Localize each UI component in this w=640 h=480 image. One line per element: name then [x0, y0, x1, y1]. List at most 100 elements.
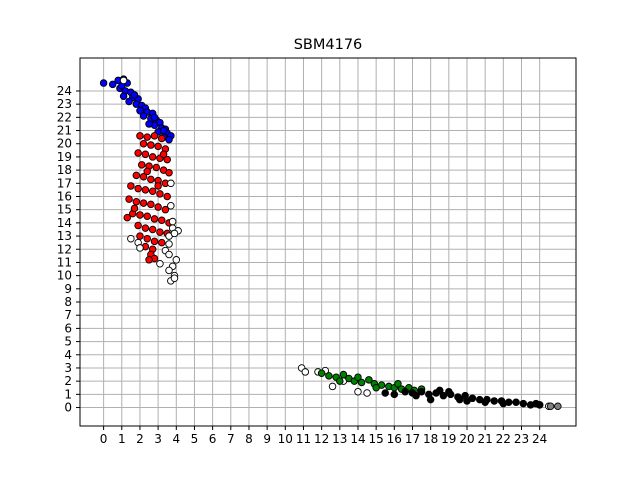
data-point: [150, 237, 159, 246]
data-point: [401, 387, 409, 396]
data-point: [119, 92, 128, 101]
data-point: [165, 250, 173, 259]
series-group: [546, 402, 562, 410]
y-tick-label: 18: [57, 163, 72, 177]
data-point: [512, 398, 520, 407]
data-point: [132, 198, 141, 206]
data-point: [354, 387, 362, 396]
data-point: [519, 399, 528, 408]
data-point: [159, 126, 168, 135]
y-tick-label: 19: [57, 150, 72, 164]
x-tick-label: 15: [369, 432, 384, 446]
data-point: [119, 76, 128, 85]
x-tick-label: 4: [172, 432, 180, 446]
data-point: [123, 213, 131, 222]
data-point: [139, 112, 148, 120]
data-point: [138, 161, 146, 169]
data-point: [372, 383, 380, 392]
y-tick-label: 13: [57, 229, 72, 243]
data-point: [99, 79, 108, 87]
y-tick-label: 7: [64, 308, 72, 322]
data-point: [148, 225, 157, 234]
data-point: [168, 217, 177, 226]
x-tick-label: 9: [263, 432, 271, 446]
x-tick-label: 20: [459, 432, 474, 446]
y-tick-label: 6: [64, 321, 72, 335]
x-tick-label: 7: [227, 432, 235, 446]
data-point: [328, 382, 337, 391]
y-tick-label: 2: [64, 374, 72, 388]
data-point: [152, 163, 161, 172]
data-point: [412, 391, 420, 400]
series-group: [123, 132, 173, 264]
y-tick-label: 15: [57, 203, 72, 217]
data-point: [136, 132, 144, 140]
data-point: [546, 402, 555, 410]
data-point: [134, 221, 142, 230]
x-tick-label: 12: [314, 432, 329, 446]
data-point: [161, 205, 170, 214]
data-point: [554, 402, 562, 410]
y-tick-label: 5: [64, 335, 72, 349]
plot-area-frame: [79, 57, 577, 427]
x-tick-label: 22: [496, 432, 511, 446]
x-tick-label: 18: [423, 432, 438, 446]
series-group: [317, 369, 426, 395]
x-tick-label: 13: [332, 432, 347, 446]
y-tick-label: 16: [57, 189, 72, 203]
x-tick-label: 1: [118, 432, 126, 446]
data-point: [127, 234, 135, 243]
y-tick-label: 12: [57, 242, 72, 256]
data-point: [139, 172, 148, 181]
data-point: [147, 175, 155, 184]
data-point: [167, 201, 175, 210]
x-tick-label: 10: [278, 432, 293, 446]
y-tick-label: 17: [57, 176, 72, 190]
data-point: [127, 182, 135, 190]
x-tick-label: 6: [209, 432, 217, 446]
x-tick-label: 2: [136, 432, 144, 446]
y-tick-label: 1: [64, 387, 72, 401]
data-point: [170, 229, 179, 238]
data-point: [317, 369, 326, 377]
y-tick-label: 3: [64, 361, 72, 375]
data-point: [170, 274, 179, 283]
data-point: [150, 132, 159, 140]
x-tick-label: 23: [514, 432, 529, 446]
data-point: [143, 212, 151, 221]
data-point: [148, 187, 157, 195]
data-point: [339, 370, 348, 379]
data-point: [163, 192, 171, 201]
data-point: [455, 395, 464, 404]
data-point: [141, 186, 150, 194]
data-point: [325, 372, 333, 380]
data-point: [165, 240, 173, 248]
series-group: [119, 76, 553, 410]
data-point: [143, 234, 151, 243]
data-point: [130, 204, 139, 213]
y-tick-label: 4: [64, 348, 72, 362]
data-point: [130, 91, 139, 99]
data-point: [439, 391, 448, 400]
data-point: [417, 387, 426, 396]
x-tick-label: 3: [154, 432, 162, 446]
y-tick-label: 11: [57, 255, 72, 269]
x-tick-label: 14: [350, 432, 365, 446]
grid-lines: [80, 58, 576, 426]
data-point: [499, 399, 508, 408]
data-point: [163, 155, 171, 164]
data-point: [532, 399, 540, 408]
series-group: [99, 75, 175, 144]
data-point: [165, 136, 173, 144]
y-tick-label: 8: [64, 295, 72, 309]
data-point: [172, 256, 181, 264]
data-point: [394, 380, 402, 388]
data-point: [158, 134, 166, 143]
data-point: [136, 107, 144, 115]
data-point: [445, 387, 453, 396]
series-group: [381, 386, 544, 409]
data-point: [156, 260, 164, 268]
data-points: [99, 75, 562, 410]
